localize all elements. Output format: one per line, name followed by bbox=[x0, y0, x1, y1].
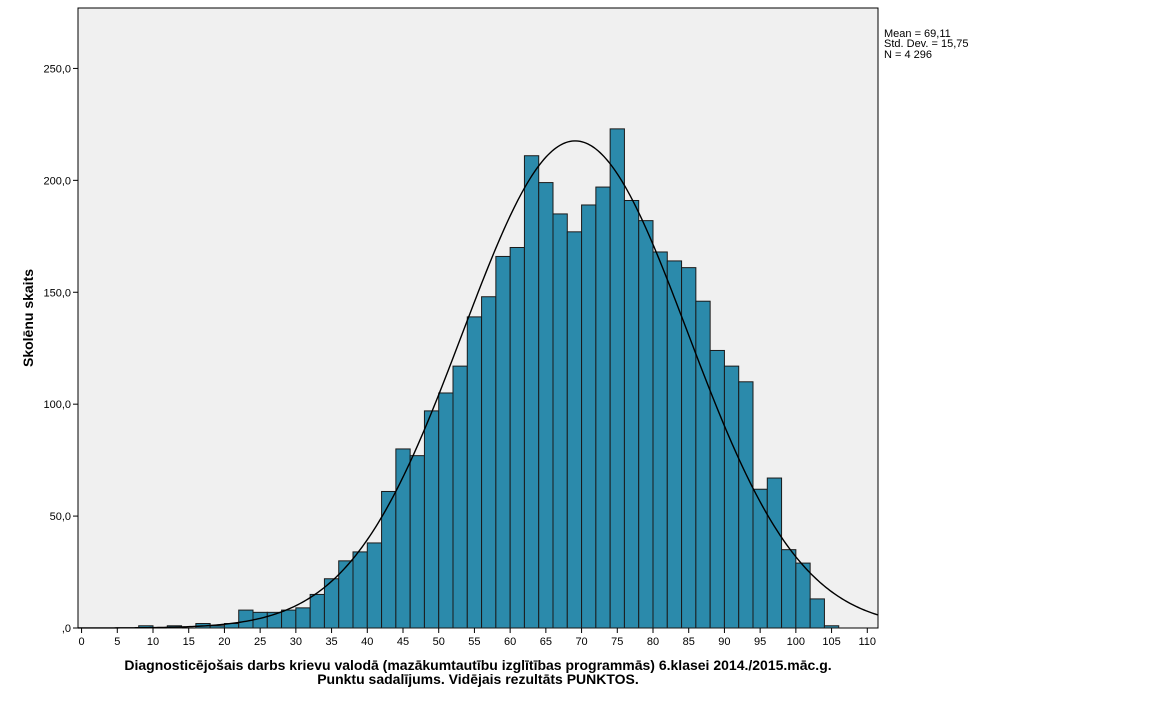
x-tick-label: 55 bbox=[468, 636, 480, 648]
histogram-bar bbox=[638, 220, 654, 629]
histogram-bar bbox=[438, 392, 454, 629]
histogram-bar bbox=[423, 410, 440, 629]
histogram-bar bbox=[452, 365, 468, 629]
histogram-bar bbox=[809, 598, 825, 629]
x-tick-label: 10 bbox=[147, 636, 159, 648]
x-tick-label: 60 bbox=[504, 636, 516, 648]
x-tick-label: 40 bbox=[361, 636, 373, 648]
x-axis-title-line-1: Diagnosticējošais darbs krievu valodā (m… bbox=[124, 657, 831, 673]
histogram-bar bbox=[581, 204, 597, 629]
x-tick-label: 45 bbox=[397, 636, 409, 648]
histogram-bar bbox=[409, 455, 425, 629]
histogram-bar bbox=[723, 365, 740, 629]
histogram-bar bbox=[381, 490, 397, 629]
y-tick-label: 200,0 bbox=[43, 175, 71, 187]
histogram-bar bbox=[466, 316, 483, 629]
histogram-bar bbox=[652, 251, 668, 629]
x-tick-label: 65 bbox=[540, 636, 552, 648]
stats-std-dev: Std. Dev. = 15,75 bbox=[884, 38, 969, 50]
histogram-bar bbox=[595, 186, 611, 629]
histogram-bar bbox=[509, 246, 525, 629]
x-tick-label: 15 bbox=[183, 636, 195, 648]
x-tick-label: 25 bbox=[254, 636, 266, 648]
histogram-bar bbox=[823, 625, 840, 629]
histogram-bar bbox=[738, 381, 754, 629]
x-tick-label: 110 bbox=[859, 636, 877, 648]
histogram-bar bbox=[481, 296, 497, 629]
stats-mean: Mean = 69,11 bbox=[884, 28, 951, 40]
histogram-bar bbox=[295, 607, 311, 629]
histogram-bar bbox=[666, 260, 683, 629]
histogram-bar bbox=[623, 199, 640, 629]
x-tick-label: 0 bbox=[79, 636, 85, 648]
histogram-bar bbox=[538, 182, 554, 629]
histogram-bar bbox=[338, 560, 354, 629]
histogram-bar bbox=[309, 593, 325, 629]
histogram-bar bbox=[281, 609, 297, 629]
y-tick-label: 250,0 bbox=[43, 63, 71, 75]
histogram-bar bbox=[352, 551, 368, 629]
x-tick-label: 50 bbox=[433, 636, 445, 648]
y-tick-label: 150,0 bbox=[43, 287, 71, 299]
histogram-bar bbox=[552, 213, 568, 629]
histogram-bar bbox=[695, 300, 711, 629]
histogram-bar bbox=[495, 255, 511, 629]
x-tick-label: 35 bbox=[325, 636, 337, 648]
histogram-bar bbox=[609, 128, 625, 629]
histogram-bar bbox=[366, 542, 383, 629]
histogram-bar bbox=[781, 549, 797, 629]
histogram-bar bbox=[238, 609, 254, 629]
x-tick-label: 95 bbox=[754, 636, 766, 648]
y-axis-title: Skolēnu skaits bbox=[20, 269, 36, 367]
x-tick-label: 90 bbox=[718, 636, 730, 648]
x-tick-label: 85 bbox=[683, 636, 695, 648]
x-tick-label: 105 bbox=[822, 636, 840, 648]
histogram-bar bbox=[766, 477, 783, 629]
y-tick-label: ,0 bbox=[62, 623, 71, 635]
axes: ,0 50,0 100,0 150,0 200,0 250,0 0 5 10 15 20 25 30 35… bbox=[43, 63, 876, 648]
x-tick-label: 20 bbox=[218, 636, 230, 648]
histogram-bar bbox=[209, 625, 225, 629]
stats-n: N = 4 296 bbox=[884, 49, 932, 61]
bars bbox=[138, 128, 840, 629]
x-axis-title-line-2: Punktu sadalījums. Vidējais rezultāts PU… bbox=[317, 671, 639, 687]
histogram-bar bbox=[709, 349, 725, 629]
histogram-bar bbox=[795, 562, 811, 629]
x-tick-label: 80 bbox=[647, 636, 659, 648]
y-tick-label: 50,0 bbox=[50, 511, 71, 523]
x-tick-label: 70 bbox=[575, 636, 587, 648]
x-tick-label: 5 bbox=[114, 636, 120, 648]
x-tick-label: 30 bbox=[290, 636, 302, 648]
normal-curve-line bbox=[78, 140, 879, 629]
x-tick-label: 100 bbox=[787, 636, 805, 648]
histogram-bar bbox=[523, 155, 540, 629]
histogram-bar bbox=[566, 231, 583, 629]
y-tick-label: 100,0 bbox=[43, 399, 71, 411]
x-tick-label: 75 bbox=[611, 636, 623, 648]
